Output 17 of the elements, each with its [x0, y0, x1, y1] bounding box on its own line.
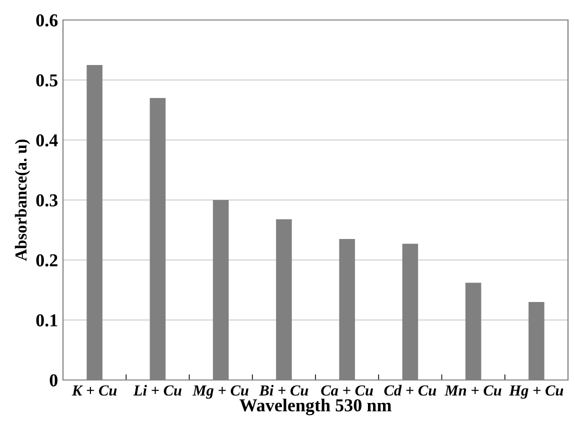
x-tick-label: Cd + Cu [384, 384, 436, 396]
x-tick-label: Hg + Cu [509, 385, 564, 399]
y-tick-label: 0.3 [36, 194, 58, 207]
y-tick-label: 0 [50, 374, 58, 386]
y-tick-label: 0.4 [36, 134, 58, 147]
y-tick-label: 0.1 [36, 314, 58, 327]
x-tick-label: Mn + Cu [444, 385, 502, 396]
x-tick-label: Ca + Cu [321, 385, 373, 396]
x-tick-label: Li + Cu [133, 384, 182, 396]
x-axis-title: Wavelength 530 nm [240, 398, 392, 416]
y-tick-label: 0.6 [36, 14, 58, 27]
x-tick-label: Mg + Cu [192, 385, 248, 399]
y-tick-label: 0.2 [36, 254, 58, 267]
y-axis-title: Absorbance(a. u) [14, 140, 30, 261]
x-tick-label: K + Cu [72, 385, 117, 396]
y-tick-label: 0.5 [36, 74, 58, 87]
x-tick-label: Bi + Cu [259, 384, 308, 396]
